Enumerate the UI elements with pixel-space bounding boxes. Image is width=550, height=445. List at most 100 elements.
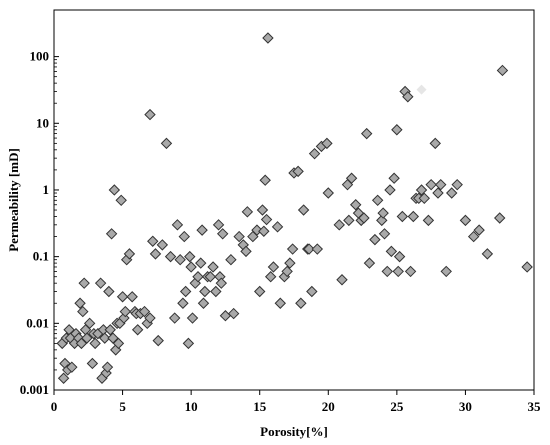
data-point (81, 332, 93, 344)
y-axis-ticks: 0.001 0.01 0.1 1 10 100 (20, 49, 59, 397)
y-tick-label: 100 (30, 49, 50, 64)
data-point (185, 261, 197, 273)
data-point (77, 305, 89, 318)
data-point (440, 265, 452, 278)
data-point (138, 305, 151, 318)
data-point (94, 277, 107, 289)
data-point (164, 250, 177, 263)
data-points (56, 32, 533, 384)
data-point (297, 204, 310, 216)
data-point (116, 291, 129, 303)
data-point (123, 248, 136, 260)
plot-frame (53, 9, 535, 391)
x-axis-label: Porosity[%] (260, 424, 328, 439)
x-tick-label: 20 (322, 399, 335, 414)
data-point (156, 239, 169, 251)
data-point (391, 124, 403, 136)
data-point (446, 187, 458, 199)
data-point (74, 297, 86, 309)
data-point (219, 310, 232, 322)
data-point (184, 250, 196, 263)
data-point (115, 194, 127, 206)
data-point (385, 245, 398, 258)
data-point (388, 172, 400, 184)
data-point (371, 194, 384, 206)
data-point (322, 187, 334, 199)
data-point (152, 334, 164, 347)
data-point (112, 337, 125, 350)
data-point (258, 225, 270, 237)
data-point (99, 332, 111, 344)
data-point (126, 291, 138, 303)
data-point (343, 214, 355, 227)
data-point (179, 285, 192, 298)
data-point (284, 257, 296, 269)
x-tick-label: 30 (459, 399, 472, 414)
data-point (103, 285, 115, 298)
data-point (108, 184, 121, 196)
y-tick-label: 1 (43, 182, 50, 197)
data-point (402, 91, 414, 103)
data-point (274, 297, 286, 309)
data-point (494, 212, 506, 224)
data-point (207, 261, 219, 273)
data-point (260, 213, 273, 226)
data-point (254, 285, 266, 298)
y-tick-label: 10 (36, 115, 49, 130)
y-tick-label: 0.1 (33, 249, 49, 264)
data-point (212, 219, 225, 231)
data-point (377, 207, 389, 219)
data-point (182, 337, 195, 350)
data-point (384, 184, 396, 196)
data-point (451, 178, 463, 191)
faint-data-point (416, 84, 427, 95)
data-point (459, 214, 472, 227)
data-point (105, 228, 118, 240)
data-point (171, 219, 184, 231)
data-point (174, 253, 186, 266)
data-point (57, 372, 70, 384)
data-point (262, 32, 274, 44)
data-point (83, 317, 96, 330)
data-point (192, 271, 204, 283)
data-point (360, 127, 373, 140)
data-point (435, 178, 447, 191)
data-point (393, 250, 406, 263)
data-point (197, 297, 210, 309)
data-point (336, 274, 348, 286)
data-point (521, 261, 533, 273)
y-tick-label: 0.01 (26, 315, 49, 330)
data-point (107, 332, 119, 344)
data-point (210, 285, 222, 298)
x-tick-label: 10 (185, 399, 198, 414)
data-point (295, 297, 307, 309)
data-point (345, 172, 358, 184)
data-point (376, 214, 388, 227)
data-point (240, 245, 252, 258)
data-point (131, 324, 144, 336)
data-point (286, 243, 299, 255)
data-point (271, 221, 284, 233)
data-point (392, 265, 404, 278)
data-point (467, 230, 480, 243)
data-point (267, 261, 280, 273)
y-axis-label: Permeability [mD] (6, 148, 21, 252)
data-point (241, 206, 254, 218)
data-point (350, 199, 362, 211)
data-point (358, 212, 370, 224)
data-point (303, 243, 315, 255)
data-point (321, 137, 333, 150)
data-point (216, 228, 229, 240)
data-point (119, 305, 132, 318)
x-axis-ticks: 0 5 10 15 20 25 30 35 (51, 390, 541, 414)
x-tick-label: 5 (119, 399, 126, 414)
data-point (147, 235, 159, 247)
data-point (333, 219, 345, 231)
data-point (160, 137, 173, 150)
data-point (196, 224, 208, 236)
data-point (233, 230, 245, 243)
data-point (195, 257, 207, 269)
data-point (149, 248, 162, 260)
data-point (227, 307, 240, 320)
data-point (259, 174, 271, 186)
